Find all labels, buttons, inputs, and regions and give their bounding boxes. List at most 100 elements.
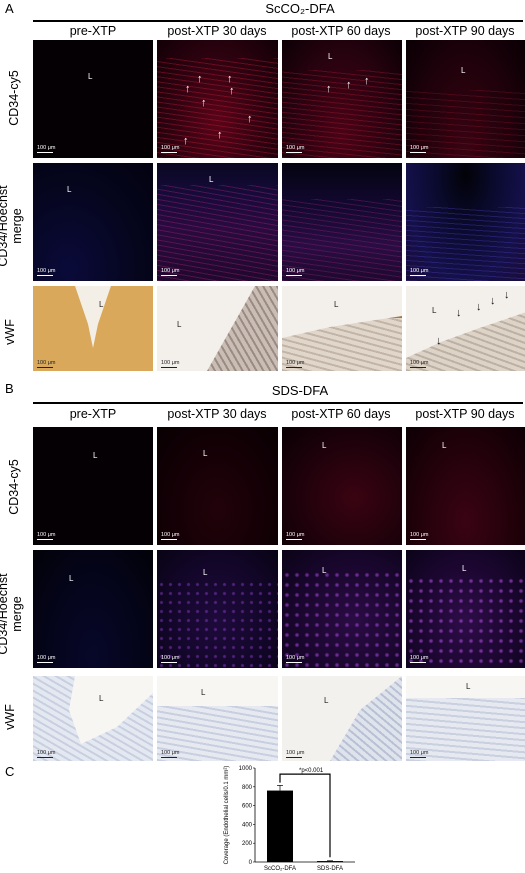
b-cd34-90-image: L 100 μm [406, 427, 525, 545]
a-cd34-90-image: L 100 μm [406, 40, 525, 158]
panel-a-divider [33, 20, 523, 22]
panel-a-row-merge: CD34/Hoechst merge [0, 185, 24, 267]
panel-b-title: SDS-DFA [271, 383, 329, 398]
scale-text: 100 μm [286, 750, 305, 756]
scale-bar: 100 μm [37, 655, 56, 664]
panel-a-col-pre: pre-XTP [69, 24, 117, 38]
panel-a-title: ScCO₂-DFA [265, 1, 335, 16]
lumen-label: L [177, 320, 182, 329]
panel-a-col-30: post-XTP 30 days [167, 24, 267, 38]
a-merge-90-image: 100 μm [406, 163, 525, 281]
a-merge-pre-image: L 100 μm [33, 163, 153, 281]
lumen-label: L [324, 696, 329, 705]
a-cd34-30-image: ↑ ↑ ↑ ↑ ↑ ↑ ↑ ↑ 100 μm [157, 40, 278, 158]
a-merge-30-image: L 100 μm [157, 163, 278, 281]
b-merge-90-image: L 100 μm [406, 550, 525, 668]
panel-b-col-60: post-XTP 60 days [291, 407, 391, 421]
x-tick-label: SDS-DFA [317, 866, 343, 872]
b-cd34-60-image: L 100 μm [282, 427, 402, 545]
a-cd34-pre-image: L 100 μm [33, 40, 153, 158]
a-vwf-60-image: L 100 μm [282, 286, 402, 371]
arrow-icon: ↑ [229, 85, 235, 97]
scale-bar: 100 μm [286, 532, 305, 541]
y-tick-label: 200 [242, 841, 253, 847]
scale-bar: 100 μm [410, 532, 429, 541]
scale-text: 100 μm [286, 360, 305, 366]
panel-a-row-cd34: CD34-cy5 [7, 70, 21, 126]
y-tick-label: 600 [242, 804, 253, 810]
scale-bar: 100 μm [286, 655, 304, 664]
b-vwf-90-image: L 100 μm [406, 676, 525, 761]
scale-text: 100 μm [37, 268, 56, 274]
arrow-icon: ↑ [247, 113, 253, 125]
panel-b-row-merge: CD34/Hoechst merge [0, 573, 24, 655]
bar [317, 861, 343, 862]
scale-bar: 100 μm [161, 360, 179, 369]
b-vwf-60-image: L 100 μm [282, 676, 402, 761]
y-tick-label: 1000 [239, 766, 253, 772]
scale-text: 100 μm [286, 145, 305, 151]
lumen-label: L [328, 52, 333, 61]
panel-b-letter: B [5, 381, 14, 396]
lumen-label: L [203, 568, 208, 577]
arrow-icon: ↑ [326, 83, 332, 95]
b-merge-30-image: L 100 μm [157, 550, 278, 668]
scale-text: 100 μm [37, 360, 56, 366]
scale-bar: 100 μm [286, 268, 304, 277]
lumen-label: L [442, 441, 447, 450]
lumen-label: L [322, 441, 327, 450]
scale-bar: 100 μm [286, 145, 305, 154]
coverage-chart: 0 200 400 600 800 1000 Coverage (Endothelial c… [224, 766, 355, 872]
y-axis-label: Coverage (Endothelial cells/0.1 mm²) [224, 766, 230, 865]
scale-text: 100 μm [161, 750, 180, 756]
scale-bar: 100 μm [286, 360, 305, 369]
scale-bar: 100 μm [410, 750, 429, 759]
significance-label: *p<0.001 [299, 768, 324, 774]
scale-text: 100 μm [410, 750, 429, 756]
bar [267, 790, 293, 862]
scale-text: 100 μm [37, 145, 56, 151]
lumen-label: L [67, 185, 72, 194]
scale-text: 100 μm [410, 655, 429, 661]
panel-c-letter: C [5, 764, 15, 779]
y-tick-label: 400 [242, 822, 253, 828]
panel-a-col-90: post-XTP 90 days [415, 24, 515, 38]
arrow-icon: ↑ [364, 75, 370, 87]
scale-bar: 100 μm [37, 360, 56, 369]
scale-text: 100 μm [37, 655, 56, 661]
b-cd34-30-image: L 100 μm [157, 427, 278, 545]
b-merge-60-image: L 100 μm [282, 550, 402, 668]
lumen-label: L [466, 682, 471, 691]
a-vwf-pre-image: L 100 μm [33, 286, 153, 371]
scale-text: 100 μm [410, 145, 429, 151]
arrow-icon: ↑ [227, 73, 233, 85]
scale-bar: 100 μm [161, 532, 180, 541]
a-cd34-60-image: L ↑ ↑ ↑ 100 μm [282, 40, 402, 158]
scale-text: 100 μm [286, 532, 305, 538]
b-vwf-pre-image: L 100 μm [33, 676, 153, 761]
arrow-down-icon: ↓ [490, 295, 496, 307]
scale-text: 100 μm [37, 532, 56, 538]
arrow-down-icon: ↓ [436, 335, 442, 347]
panel-a-letter: A [5, 1, 14, 16]
scale-bar: 100 μm [410, 145, 429, 154]
scale-bar: 100 μm [37, 145, 56, 154]
scale-text: 100 μm [410, 360, 429, 366]
scale-text: 100 μm [161, 532, 180, 538]
panel-b-divider [33, 402, 523, 404]
panel-a-row-vwf: vWF [3, 319, 17, 345]
lumen-label: L [432, 306, 437, 315]
lumen-label: L [322, 566, 327, 575]
panel-b-row-cd34: CD34-cy5 [7, 459, 21, 515]
y-tick-label: 800 [242, 785, 253, 791]
a-vwf-90-image: L ↓ ↓ ↓ ↓ ↓ 100 μm [406, 286, 525, 371]
scale-text: 100 μm [410, 532, 429, 538]
scale-text: 100 μm [410, 268, 429, 274]
scale-bar: 100 μm [37, 268, 56, 277]
arrow-icon: ↑ [201, 97, 207, 109]
b-merge-pre-image: L 100 μm [33, 550, 153, 668]
scale-bar: 100 μm [161, 145, 179, 154]
scale-text: 100 μm [161, 268, 180, 274]
lumen-label: L [461, 66, 466, 75]
scale-bar: 100 μm [410, 360, 429, 369]
